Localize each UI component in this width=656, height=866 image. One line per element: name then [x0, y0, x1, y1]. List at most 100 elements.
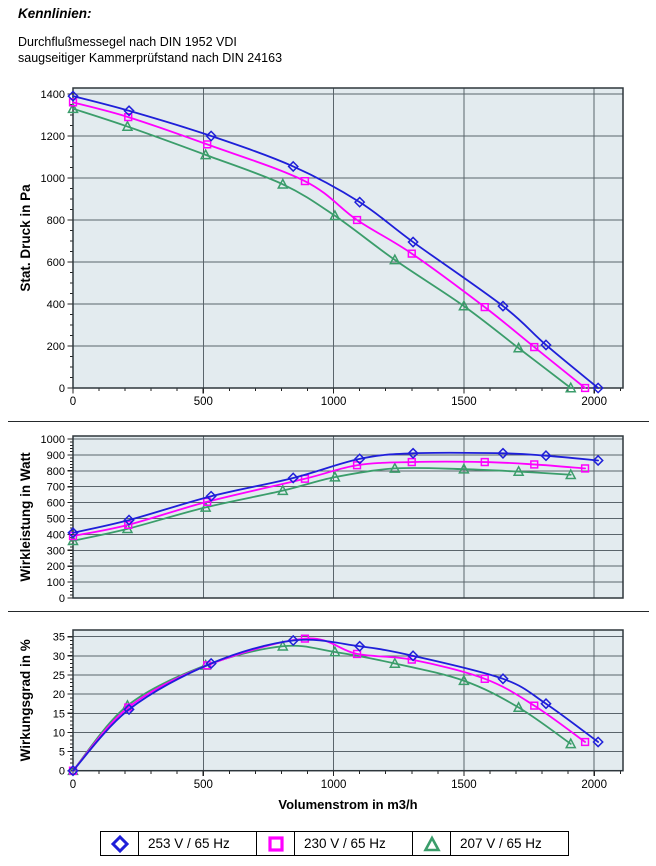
y-tick-label: 10 [53, 727, 65, 739]
series-253-v-65-hz [67, 447, 604, 539]
legend-marker-cell [257, 832, 295, 855]
y-axis-title: Wirkleistung in Watt [18, 452, 33, 582]
x-tick-label: 0 [70, 396, 76, 408]
triangle-marker-icon [458, 299, 470, 311]
y-tick-label: 0 [59, 593, 65, 605]
diamond-marker-icon [540, 698, 552, 710]
triangle-marker-icon [389, 657, 401, 668]
diamond-marker-icon [407, 236, 419, 248]
diamond-marker-icon [497, 300, 509, 312]
triangle-marker-icon [389, 462, 401, 473]
series-207-v-65-hz [67, 462, 577, 546]
y-tick-label: 800 [47, 215, 65, 227]
series-curve [72, 107, 572, 389]
y-tick-label: 600 [47, 498, 65, 510]
diamond-marker-icon [205, 657, 217, 670]
diamond-marker-icon [287, 634, 299, 647]
diamond-marker-icon [592, 736, 604, 748]
y-axis-title: Wirkungsgrad in % [18, 639, 33, 761]
y-tick-label: 400 [47, 529, 65, 541]
diamond-marker-icon [205, 130, 217, 142]
diamond-marker-icon [123, 105, 135, 117]
diamond-marker-icon [592, 382, 604, 394]
diamond-marker-icon [407, 447, 419, 459]
x-tick-label: 2000 [581, 396, 607, 408]
plot-area [73, 88, 623, 388]
square-marker-icon [530, 460, 539, 469]
x-axis-title: Volumenstrom in m3/h [278, 797, 418, 812]
square-marker-icon [580, 383, 590, 393]
diamond-marker-icon [497, 447, 509, 459]
plot-border [72, 629, 624, 772]
chart-static-pressure: 0 200 400 600 800 1000 1200 1400 0 500 1000 1500 200… [18, 87, 624, 408]
x-tick-label: 2000 [581, 779, 607, 791]
series-curve [72, 460, 586, 537]
legend-marker-cell [413, 832, 451, 855]
series-253-v-65-hz [67, 90, 604, 394]
y-tick-label: 30 [53, 651, 65, 663]
y-tick-label: 800 [47, 466, 65, 478]
x-tick-label: 1500 [451, 779, 477, 791]
y-axis-title: Stat. Druck in Pa [18, 184, 33, 292]
legend-marker-cell [101, 832, 139, 855]
diamond-marker-icon [540, 339, 552, 351]
y-tick-label: 200 [47, 561, 65, 573]
diamond-marker-icon [67, 765, 79, 777]
series-curve [72, 95, 600, 389]
separator-line [8, 421, 649, 422]
square-marker-icon [480, 674, 489, 683]
triangle-marker-icon [277, 484, 289, 496]
y-tick-label: 400 [47, 299, 65, 311]
chart-efficiency: 0 5 10 15 20 25 30 35 0 500 1000 1500 2000 Wirkungsgr… [18, 629, 624, 791]
triangle-marker-icon [329, 470, 341, 482]
y-tick-label: 1000 [41, 173, 65, 185]
y-tick-label: 900 [47, 450, 65, 462]
diamond-marker-icon [407, 650, 419, 662]
triangle-marker-icon [199, 148, 212, 160]
diamond-marker-icon [353, 196, 366, 208]
triangle-marker-icon [67, 534, 79, 546]
legend-label: 230 V / 65 Hz [295, 832, 413, 855]
y-tick-label: 20 [53, 689, 65, 701]
square-marker-icon [407, 249, 416, 258]
triangle-marker-icon [422, 834, 441, 851]
triangle-marker-icon [512, 341, 525, 353]
triangle-marker-icon [121, 120, 134, 131]
series-curve [72, 637, 586, 772]
triangle-marker-icon [512, 465, 525, 477]
x-tick-label: 1500 [451, 396, 477, 408]
diamond-marker-icon [353, 640, 366, 652]
y-tick-label: 700 [47, 482, 65, 494]
square-marker-icon [352, 649, 362, 659]
y-tick-label: 25 [53, 670, 65, 682]
plot-border [72, 435, 624, 599]
square-marker-icon [267, 835, 284, 852]
legend-label: 207 V / 65 Hz [460, 836, 542, 851]
square-marker-icon [203, 140, 212, 149]
y-tick-label: 600 [47, 257, 65, 269]
y-tick-label: 5 [59, 747, 65, 759]
square-marker-icon [530, 342, 539, 352]
y-tick-label: 200 [47, 341, 65, 353]
triangle-marker-icon [67, 102, 79, 114]
square-marker-icon [530, 701, 539, 710]
legend-label: 253 V / 65 Hz [139, 832, 257, 855]
diamond-marker-icon [592, 454, 604, 467]
x-tick-label: 500 [194, 779, 213, 791]
diamond-marker-icon [540, 450, 552, 462]
diamond-marker-icon [110, 834, 129, 853]
diamond-marker-icon [497, 673, 509, 685]
diamond-marker-icon [287, 472, 299, 484]
chart-active-power: 0 100 200 300 400 500 600 700 800 900 1000 Wirkleis… [18, 434, 624, 605]
y-tick-label: 100 [47, 577, 65, 589]
triangle-marker-icon [277, 639, 289, 651]
square-marker-icon [352, 215, 362, 225]
y-tick-label: 15 [53, 708, 65, 720]
x-tick-label: 0 [70, 779, 76, 791]
series-253-v-65-hz [67, 634, 604, 777]
series-curve [72, 101, 586, 389]
triangle-marker-icon [277, 177, 289, 189]
diamond-marker-icon [353, 453, 366, 465]
subtitle-line1: Durchflußmessegel nach DIN 1952 VDI [18, 35, 237, 49]
triangle-marker-icon [565, 737, 577, 749]
